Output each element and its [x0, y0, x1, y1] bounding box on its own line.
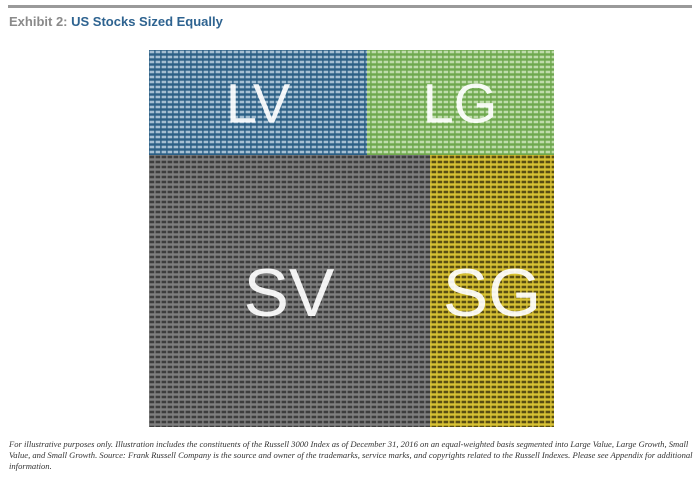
- label-sv: SV: [244, 255, 335, 331]
- label-sg: SG: [443, 255, 541, 331]
- exhibit-title: Exhibit 2: US Stocks Sized Equally: [9, 14, 223, 29]
- segment-sg: SG: [430, 155, 554, 427]
- treemap-chart: LV LG SV SG: [149, 50, 554, 427]
- label-lg: LG: [423, 72, 498, 135]
- label-lv: LV: [226, 72, 291, 135]
- title-text: US Stocks Sized Equally: [71, 14, 223, 29]
- exhibit-label: Exhibit 2:: [9, 14, 68, 29]
- segment-sv: SV: [149, 155, 430, 427]
- footnote: For illustrative purposes only. Illustra…: [9, 439, 693, 471]
- segment-lg: LG: [367, 50, 554, 155]
- segment-lv: LV: [149, 50, 367, 155]
- top-rule: [8, 5, 692, 8]
